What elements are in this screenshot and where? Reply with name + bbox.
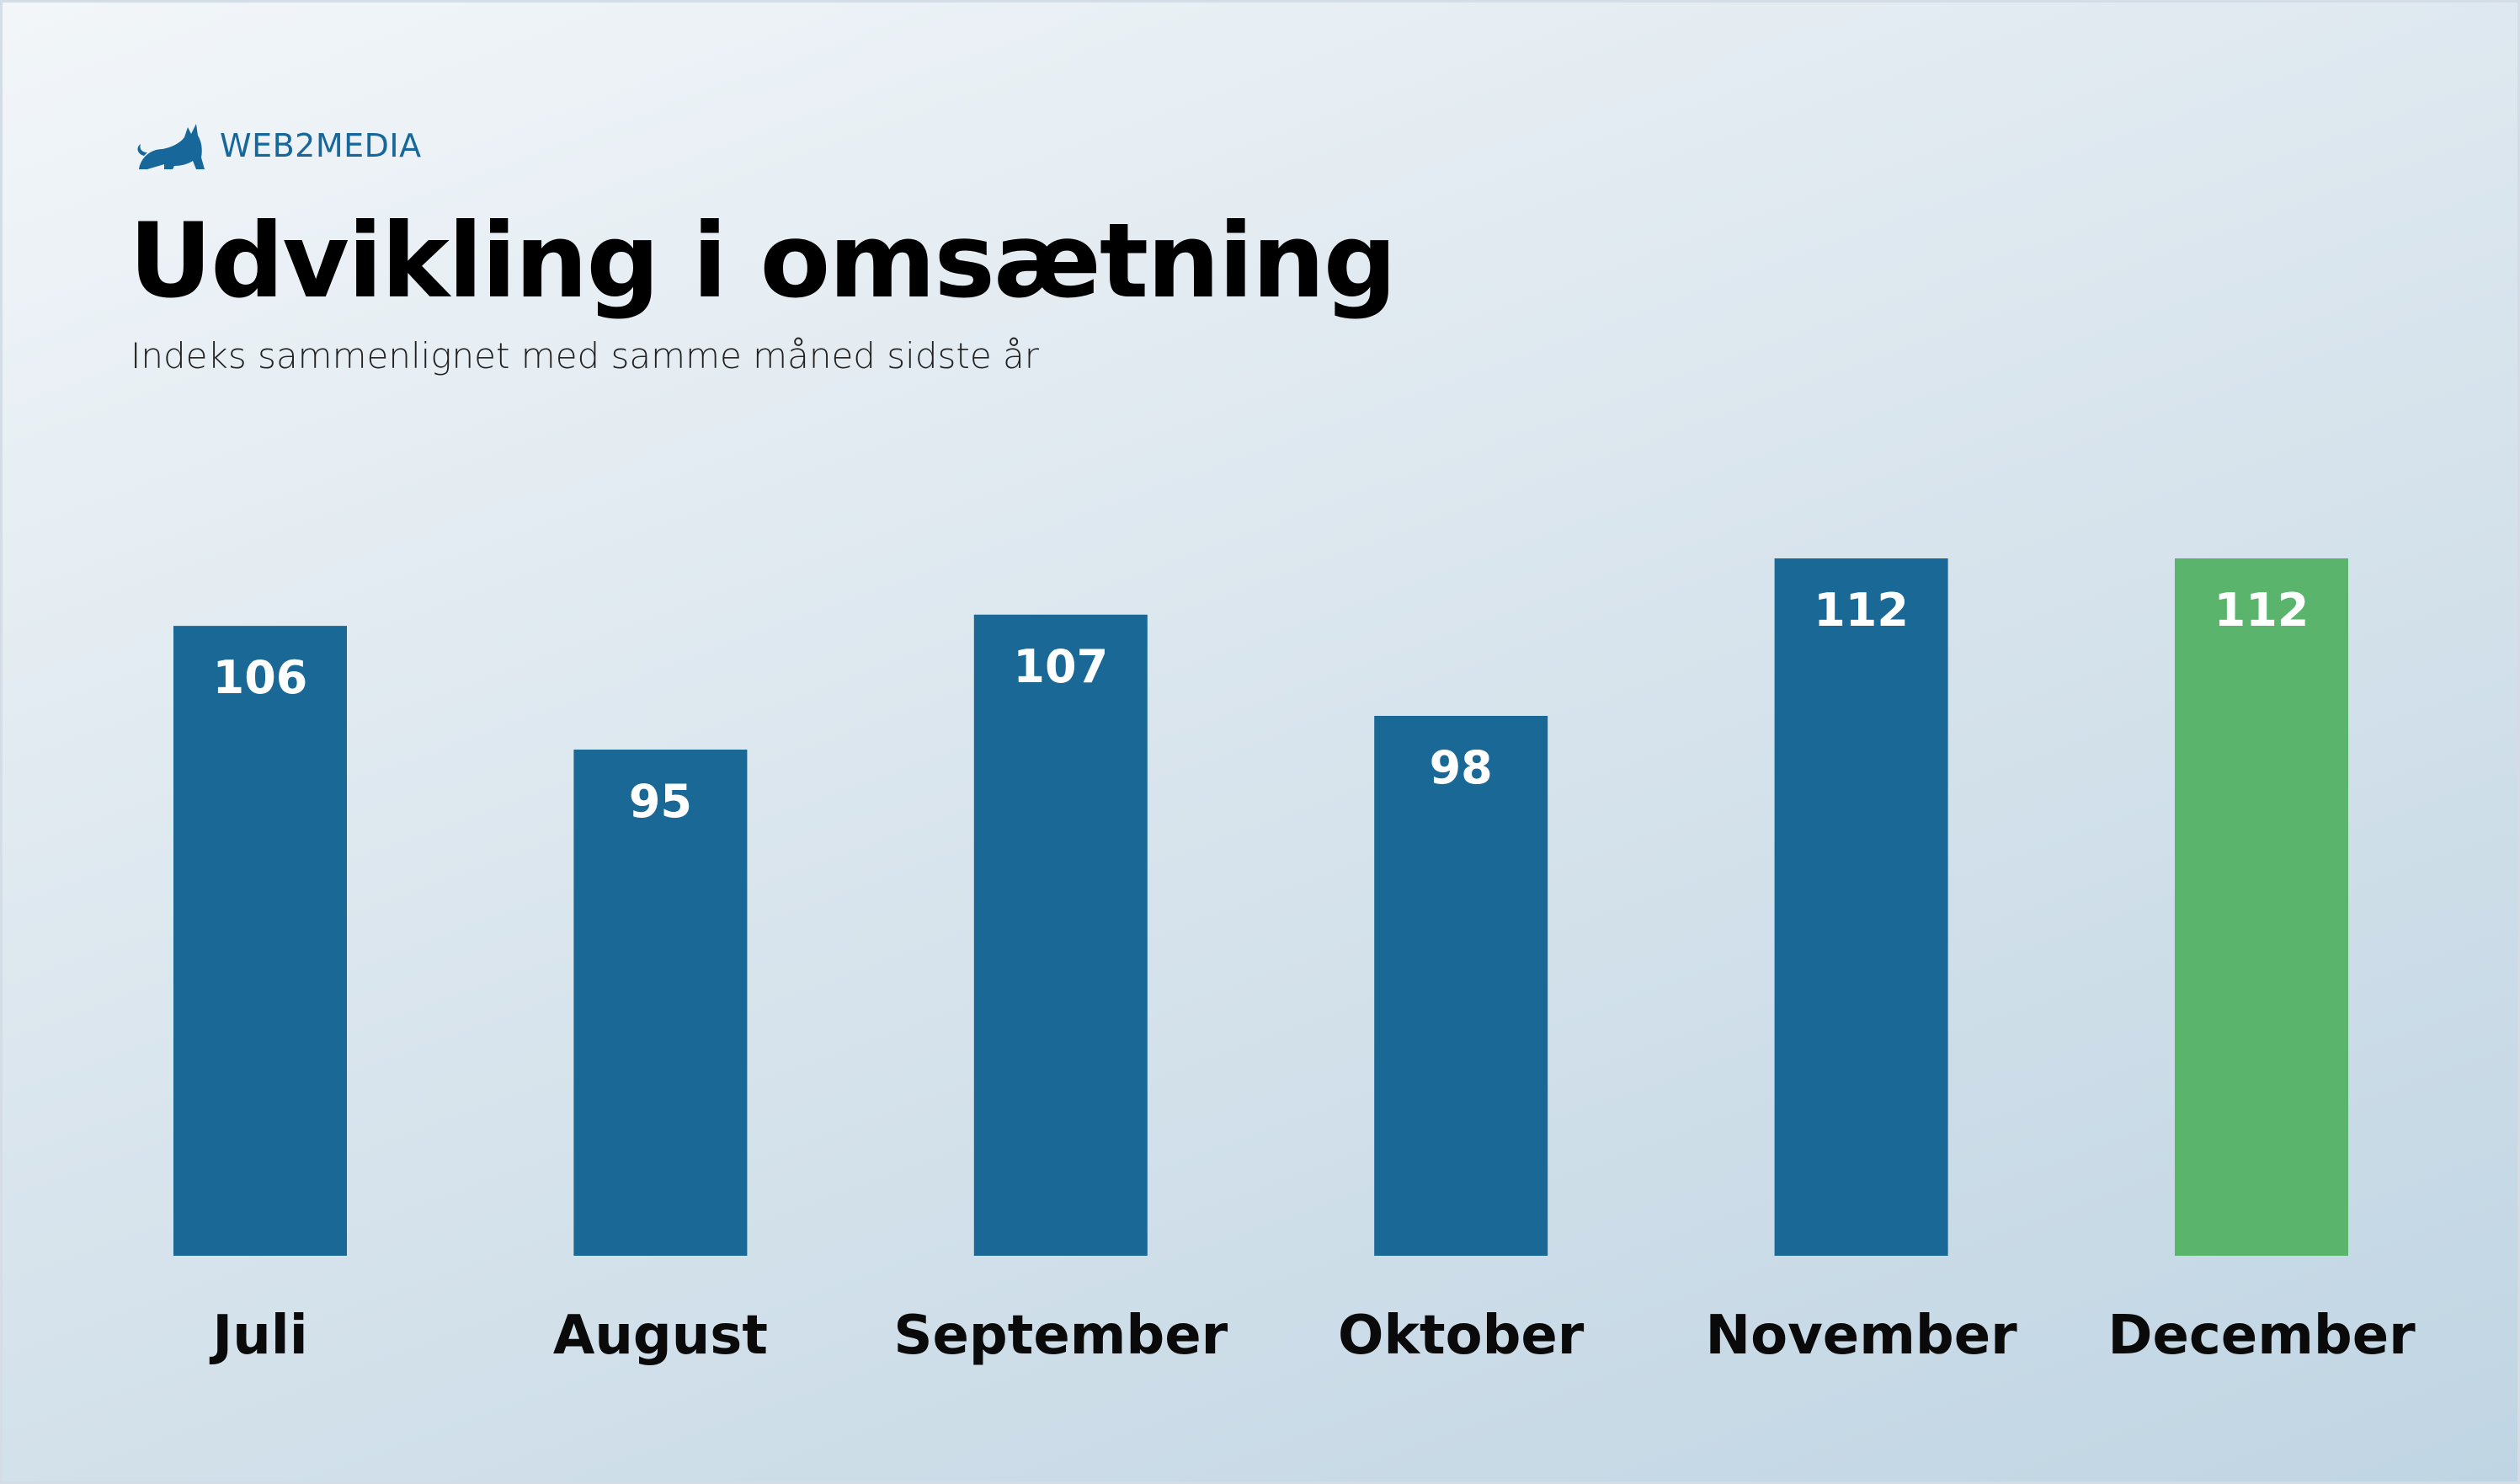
data-label-august: 95 — [629, 775, 692, 828]
category-label-oktober: Oktober — [1338, 1305, 1585, 1367]
bar-december — [2175, 558, 2348, 1256]
data-label-november: 112 — [1814, 584, 1909, 637]
category-label-september: September — [893, 1305, 1228, 1367]
bar-august — [573, 750, 748, 1256]
bar-oktober — [1374, 715, 1548, 1256]
category-label-november: November — [1706, 1305, 2018, 1367]
chart-subtitle: Indeks sammenlignet med samme måned sids… — [131, 335, 1040, 376]
category-label-december: December — [2107, 1305, 2416, 1367]
data-label-september: 107 — [1013, 640, 1108, 693]
cat-icon — [137, 124, 205, 169]
brand-logo: WEB2MEDIA — [136, 119, 422, 173]
category-label-juli: Juli — [209, 1305, 307, 1367]
data-label-oktober: 98 — [1430, 741, 1493, 794]
bar-september — [973, 614, 1148, 1256]
category-label-august: August — [553, 1305, 768, 1367]
data-label-juli: 106 — [213, 651, 308, 704]
bar-november — [1774, 558, 1948, 1256]
data-label-december: 112 — [2214, 584, 2310, 637]
bar-chart: 106 Juli 95 August 107 September 98 Oktober 112 N… — [173, 558, 2416, 1367]
brand-name: WEB2MEDIA — [220, 127, 422, 164]
chart-title: Udvikling i omsætning — [129, 201, 1397, 321]
bar-juli — [173, 626, 347, 1256]
